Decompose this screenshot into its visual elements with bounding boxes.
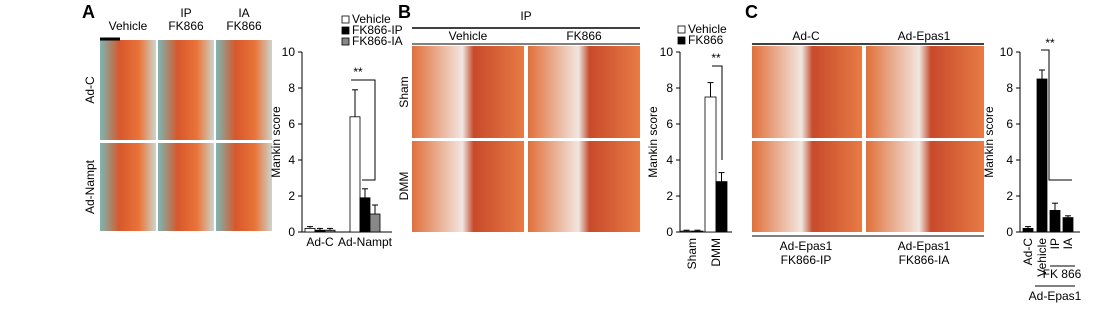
bar: [314, 229, 326, 233]
y-tick-label: 6: [1006, 117, 1013, 131]
significance: **: [1045, 36, 1055, 50]
x-tick-label: IA: [1061, 238, 1075, 249]
significance: **: [711, 51, 721, 65]
y-tick-label: 0: [666, 225, 673, 239]
legend-label: Vehicle: [352, 12, 391, 26]
column-header: Vehicle: [449, 29, 488, 43]
y-tick-label: 2: [1006, 189, 1013, 203]
bracket: [1041, 49, 1072, 181]
footer-label: FK866-IP: [781, 253, 832, 267]
column-header: Ad-Epas1: [898, 29, 951, 43]
legend-label: FK866: [688, 33, 724, 47]
x-tick-label: Ad-C: [306, 235, 334, 249]
x-tick-label: DMM: [709, 238, 723, 267]
bar: [691, 230, 704, 233]
bracket: [351, 79, 376, 181]
panel-letter: A: [82, 2, 95, 22]
footer-label: Ad-Epas1: [780, 239, 833, 253]
y-tick-label: 6: [288, 117, 295, 131]
y-tick-label: 10: [282, 45, 296, 59]
column-header: IP: [180, 6, 191, 20]
y-tick-label: 2: [288, 189, 295, 203]
footer-label: Ad-Epas1: [1029, 289, 1082, 303]
legend-label: FK866-IP: [352, 23, 403, 37]
histology-c: [752, 43, 984, 237]
group-label: FK 866: [1043, 267, 1082, 281]
x-tick-label: Sham: [685, 238, 699, 269]
significance: **: [353, 65, 363, 79]
histology-b: [412, 27, 640, 232]
y-tick-label: 0: [1006, 225, 1013, 239]
bar: [1022, 227, 1034, 233]
y-axis-label: Mankin score: [982, 106, 996, 178]
x-tick-label: Vehicle: [1035, 238, 1049, 277]
y-axis-label: Mankin score: [646, 106, 660, 178]
y-tick-label: 2: [666, 189, 673, 203]
bar: [1036, 78, 1048, 233]
footer-label: Ad-Epas1: [898, 239, 951, 253]
y-tick-label: 8: [288, 81, 295, 95]
legend-label: FK866-IA: [352, 34, 403, 48]
bar: [704, 96, 717, 233]
y-tick-label: 4: [288, 153, 295, 167]
x-tick-label: Ad-C: [1021, 238, 1035, 266]
legend-swatch: [341, 37, 350, 46]
bar: [359, 197, 371, 233]
x-tick-label: Ad-Nampt: [338, 235, 393, 249]
histology-a: [100, 37, 272, 231]
legend-label: Vehicle: [688, 22, 727, 36]
row-label: Sham: [397, 76, 411, 107]
y-tick-label: 10: [660, 45, 674, 59]
footer-label: FK866-IA: [899, 253, 950, 267]
legend-swatch: [677, 25, 686, 34]
bar: [369, 213, 381, 233]
y-tick-label: 10: [1000, 45, 1014, 59]
legend-swatch: [677, 36, 686, 45]
column-header: FK866: [226, 19, 262, 33]
row-label: DMM: [397, 172, 411, 201]
row-label: Ad-C: [83, 76, 97, 104]
panel-letter: C: [745, 2, 758, 22]
bar: [349, 116, 361, 233]
column-header: FK866: [566, 29, 602, 43]
group-header: IP: [520, 9, 531, 23]
y-tick-label: 0: [288, 225, 295, 239]
y-tick-label: 8: [666, 81, 673, 95]
column-header: FK866: [168, 19, 204, 33]
column-header: IA: [238, 6, 249, 20]
x-tick-label: IP: [1048, 238, 1062, 249]
bar: [324, 229, 336, 233]
bar: [304, 227, 316, 233]
row-label: Ad-Nampt: [83, 159, 97, 214]
y-tick-label: 8: [1006, 81, 1013, 95]
bar: [1049, 209, 1061, 233]
y-tick-label: 4: [1006, 153, 1013, 167]
column-header: Ad-C: [792, 29, 820, 43]
column-header: Vehicle: [109, 19, 148, 33]
bracket: [712, 65, 723, 160]
y-axis-label: Mankin score: [269, 106, 283, 178]
bar: [1062, 217, 1074, 233]
legend-swatch: [341, 26, 350, 35]
bar: [680, 230, 693, 233]
y-tick-label: 6: [666, 117, 673, 131]
panel-letter: B: [398, 2, 411, 22]
legend-swatch: [341, 15, 350, 24]
bar: [715, 181, 728, 233]
y-tick-label: 4: [666, 153, 673, 167]
